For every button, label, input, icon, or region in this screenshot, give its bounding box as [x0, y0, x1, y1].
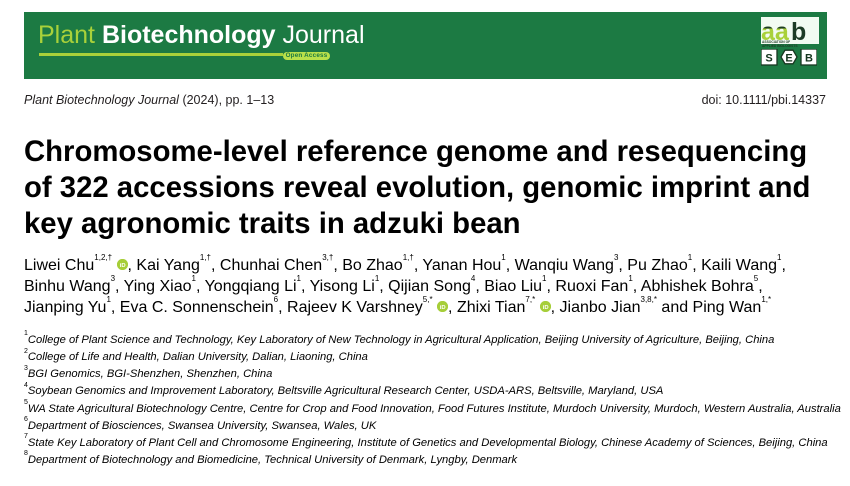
- svg-text:iD: iD: [440, 306, 446, 312]
- svg-text:B: B: [805, 53, 813, 65]
- svg-text:E: E: [785, 53, 792, 65]
- svg-text:S: S: [765, 53, 772, 65]
- svg-text:iD: iD: [119, 263, 125, 269]
- svg-text:iD: iD: [542, 306, 548, 312]
